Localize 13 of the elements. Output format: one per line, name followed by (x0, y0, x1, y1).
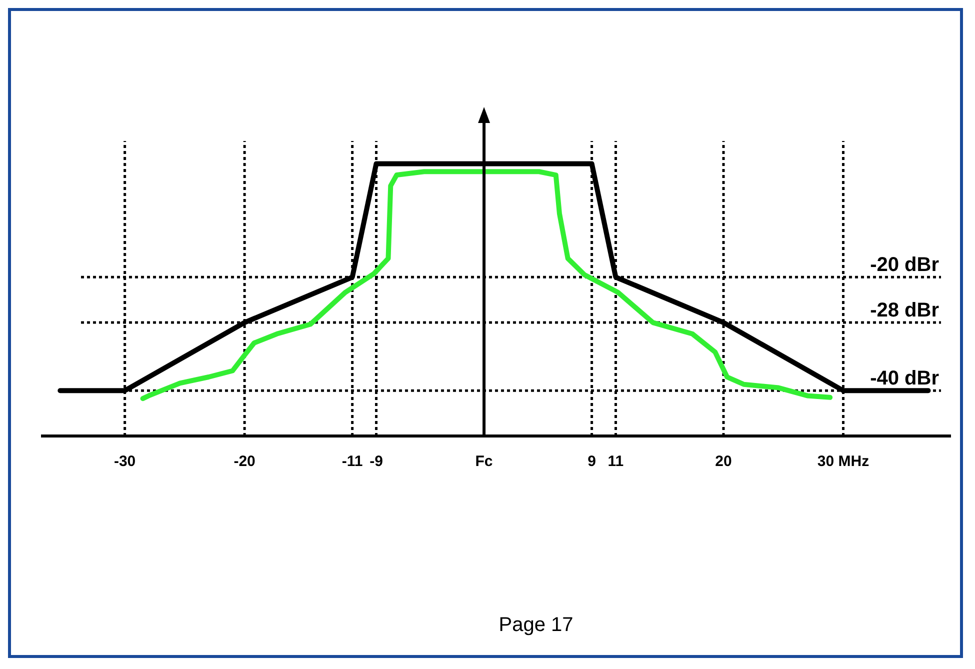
x-tick-label: -9 (370, 453, 383, 470)
x-tick-label: Fc (475, 453, 493, 470)
x-tick-label: 30 MHz (817, 453, 870, 470)
x-tick-label: -11 (342, 453, 363, 470)
x-tick-label: 20 (715, 453, 732, 470)
ref-line-label: -40 dBr (870, 368, 940, 390)
x-tick-label: -20 (234, 453, 256, 470)
x-tick-label: -30 (114, 453, 136, 470)
ref-line-label: -28 dBr (870, 300, 940, 322)
x-tick-label: 11 (608, 453, 624, 470)
text: Page 17 (498, 614, 574, 636)
x-tick-label: 9 (588, 453, 596, 470)
ref-line-label: -20 dBr (870, 254, 940, 276)
